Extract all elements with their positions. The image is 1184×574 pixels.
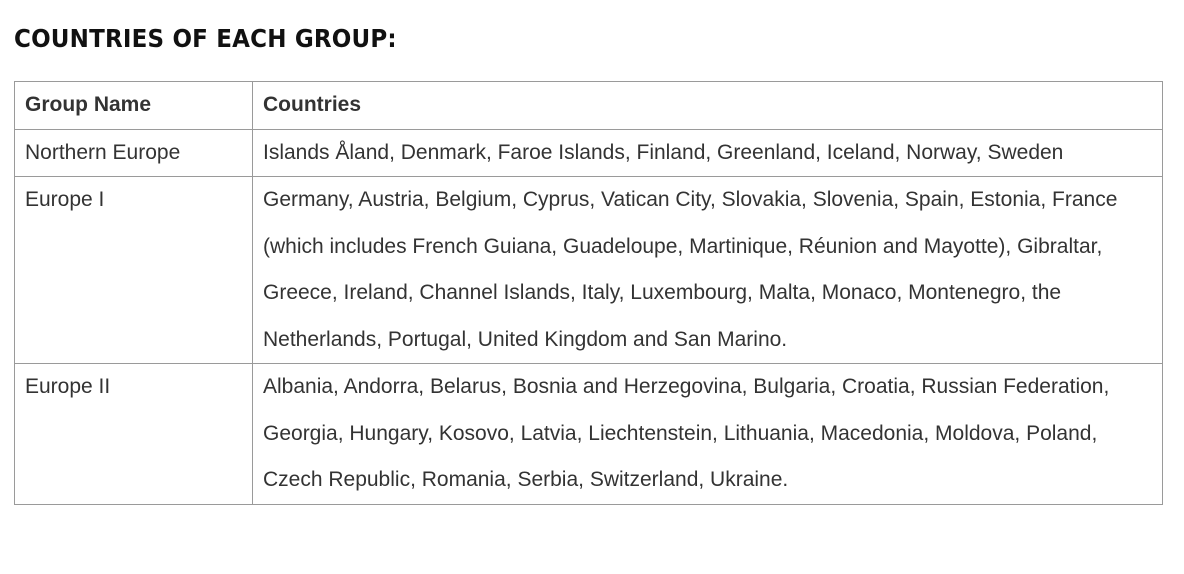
table-header-row: Group Name Countries	[14, 81, 1163, 130]
group-name-cell: Europe I	[14, 176, 253, 364]
group-name-cell: Europe II	[14, 363, 253, 505]
page-title: COUNTRIES OF EACH GROUP:	[14, 24, 397, 53]
table-row: Europe I Germany, Austria, Belgium, Cypr…	[14, 176, 1163, 364]
countries-cell: Germany, Austria, Belgium, Cyprus, Vatic…	[252, 176, 1163, 364]
header-group-name: Group Name	[14, 81, 253, 130]
group-name-cell: Northern Europe	[14, 128, 253, 177]
countries-cell: Albania, Andorra, Belarus, Bosnia and He…	[252, 363, 1163, 505]
countries-table: Group Name Countries Northern Europe Isl…	[14, 81, 1163, 505]
header-countries: Countries	[252, 81, 1163, 130]
table-row: Northern Europe Islands Åland, Denmark, …	[14, 128, 1163, 177]
table-row: Europe II Albania, Andorra, Belarus, Bos…	[14, 363, 1163, 505]
countries-cell: Islands Åland, Denmark, Faroe Islands, F…	[252, 128, 1163, 177]
